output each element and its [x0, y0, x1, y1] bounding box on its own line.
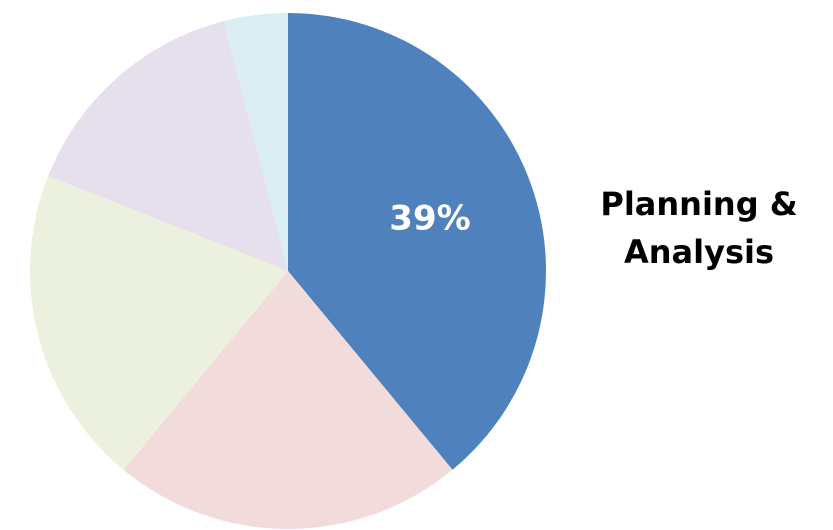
pie-slice-3 — [30, 176, 289, 470]
pie-slice-1 — [288, 13, 547, 470]
highlighted-slice-label-line-2: Analysis — [623, 233, 775, 271]
highlighted-slice-label-line-1: Planning & — [600, 185, 798, 223]
highlighted-slice-label: Planning & Analysis — [585, 180, 813, 276]
pie-slices — [30, 13, 547, 530]
data-label-39: 39% — [389, 199, 470, 239]
pie-slice-4 — [48, 21, 289, 271]
pie-slice-2 — [123, 271, 453, 530]
pie-slice-5 — [223, 13, 288, 271]
